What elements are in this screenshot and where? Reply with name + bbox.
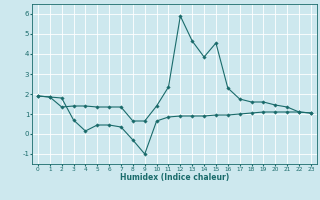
X-axis label: Humidex (Indice chaleur): Humidex (Indice chaleur) xyxy=(120,173,229,182)
